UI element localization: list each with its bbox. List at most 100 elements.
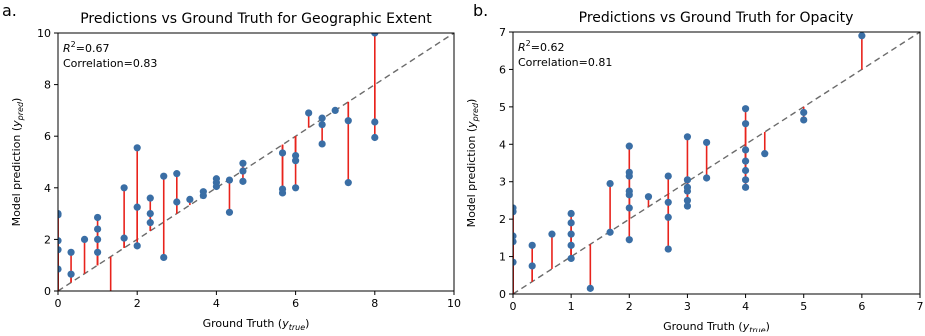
data-point xyxy=(146,219,154,227)
data-point xyxy=(513,258,517,266)
data-point xyxy=(513,238,517,246)
r2-superscript: 2 xyxy=(71,40,76,49)
data-point xyxy=(58,211,62,219)
data-point xyxy=(683,176,692,184)
r2-value: =0.62 xyxy=(531,41,565,54)
data-point xyxy=(567,209,575,218)
x-tick-label: 5 xyxy=(800,300,807,313)
data-point xyxy=(120,234,128,242)
data-point xyxy=(741,176,750,184)
data-point xyxy=(625,172,633,180)
data-point xyxy=(331,106,339,114)
x-tick-label: 7 xyxy=(917,300,924,313)
x-tick-label: 2 xyxy=(134,297,141,310)
data-point xyxy=(94,235,102,243)
data-point xyxy=(146,210,154,218)
data-point xyxy=(173,198,181,206)
data-point xyxy=(239,167,247,175)
data-point xyxy=(683,187,692,195)
x-axis-label: Ground Truth (ytrue) xyxy=(663,320,770,332)
data-point xyxy=(94,248,102,256)
data-point xyxy=(741,105,750,113)
x-tick-label: 8 xyxy=(371,297,378,310)
plot-frame xyxy=(512,31,921,295)
y-axis-label: Model prediction (ypred) xyxy=(465,99,480,228)
data-point xyxy=(567,241,575,249)
x-tick-label: 4 xyxy=(213,297,220,310)
data-point xyxy=(120,184,128,192)
x-tick-label: 10 xyxy=(447,297,461,310)
data-point xyxy=(741,157,750,165)
data-point xyxy=(67,270,75,278)
data-point xyxy=(239,159,247,167)
data-point xyxy=(664,213,672,221)
data-point xyxy=(225,176,234,184)
data-point xyxy=(741,166,750,175)
data-point xyxy=(318,114,326,122)
data-point xyxy=(146,194,154,202)
x-tick-label: 1 xyxy=(568,300,575,313)
x-tick-label: 3 xyxy=(684,300,691,313)
data-point xyxy=(548,230,556,238)
x-tick-label: 6 xyxy=(292,297,299,310)
y-tick-label: 10 xyxy=(37,27,51,40)
data-point xyxy=(683,202,692,210)
data-point xyxy=(625,236,633,244)
y-axis-label-text: Model prediction ( xyxy=(465,128,478,228)
data-point xyxy=(160,172,168,180)
y-axis-label-sub: pred xyxy=(16,101,25,121)
data-point xyxy=(683,196,692,205)
data-point xyxy=(292,184,300,192)
data-point xyxy=(664,172,672,180)
data-point xyxy=(606,179,614,188)
data-point xyxy=(800,116,808,124)
x-axis-label-var: y xyxy=(281,317,289,330)
y-tick-label: 2 xyxy=(44,233,51,246)
data-point xyxy=(305,109,313,117)
data-point xyxy=(186,195,194,204)
y-tick-label: 5 xyxy=(499,101,506,114)
data-point xyxy=(80,235,89,243)
y-tick-label: 6 xyxy=(44,130,51,143)
data-point xyxy=(199,191,207,200)
y-tick-label: 6 xyxy=(499,63,506,76)
y-tick-label: 4 xyxy=(44,182,51,195)
x-axis-label: Ground Truth (ytrue) xyxy=(203,317,310,332)
data-point xyxy=(318,120,326,129)
data-point xyxy=(741,146,750,154)
x-tick-label: 0 xyxy=(510,300,517,313)
data-point xyxy=(371,118,379,126)
data-point xyxy=(292,157,300,165)
data-point xyxy=(67,248,75,256)
chart-title: Predictions vs Ground Truth for Geograph… xyxy=(80,11,432,27)
data-point xyxy=(528,262,536,270)
chart-title: Predictions vs Ground Truth for Opacity xyxy=(579,10,854,26)
panel-label: b. xyxy=(473,1,488,20)
data-point xyxy=(239,177,247,185)
data-point xyxy=(513,208,517,216)
y-tick-label: 2 xyxy=(499,213,506,226)
data-point xyxy=(371,33,379,37)
data-point xyxy=(212,182,220,191)
data-point xyxy=(173,170,181,178)
data-point xyxy=(344,179,352,187)
data-point xyxy=(858,32,866,40)
r2-value: =0.67 xyxy=(76,42,110,55)
r2-annotation: R2=0.62 xyxy=(518,39,564,54)
y-axis-label-text: Model prediction ( xyxy=(10,127,23,227)
y-axis-label-close: ) xyxy=(465,99,478,103)
data-point xyxy=(58,237,62,245)
data-point xyxy=(133,242,141,250)
y-tick-label: 0 xyxy=(44,285,51,298)
x-axis-label-sub: true xyxy=(289,323,305,332)
y-tick-label: 1 xyxy=(499,251,506,264)
data-point xyxy=(683,133,692,141)
data-point xyxy=(741,183,750,191)
data-point xyxy=(586,284,594,292)
data-point xyxy=(800,108,808,117)
y-tick-label: 0 xyxy=(499,288,506,301)
data-point xyxy=(703,138,711,147)
chart-panel: b. Predictions vs Ground Truth for Opacit… xyxy=(465,1,924,335)
x-axis-label-sub: true xyxy=(749,326,765,332)
